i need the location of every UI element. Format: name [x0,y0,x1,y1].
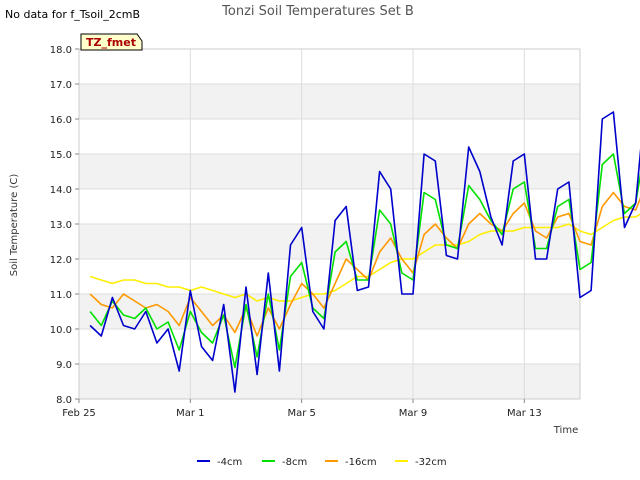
y-tick-label: 16.0 [50,115,72,126]
legend: -4cm -8cm -16cm -32cm [197,457,447,468]
y-tick-label: 17.0 [50,80,72,91]
series-line-4cmcm [89,111,640,393]
x-tick-label: Feb 25 [62,408,96,419]
series-line-8cmcm [89,153,640,369]
site-tag: TZ_fmet [80,33,143,51]
x-axis-label: Time [553,425,578,436]
grid-band [79,364,580,399]
legend-label: -32cm [415,457,447,468]
legend-label: -8cm [282,457,307,468]
grid-band [79,84,580,119]
site-tag-box [80,33,143,51]
series-line-16cmcm [89,191,640,337]
legend-item: -16cm [325,457,377,468]
y-tick-label: 14.0 [50,185,72,196]
x-tick-label: Mar 1 [176,408,204,419]
y-tick-label: 13.0 [50,220,72,231]
legend-item: -32cm [395,457,447,468]
y-tick-label: 9.0 [56,360,72,371]
y-axis-ticks: 8.0 9.0 10.0 11.0 12.0 13.0 14.0 15.0 16.0 17.0 18… [50,45,79,406]
chart-title: Tonzi Soil Temperatures Set B [221,4,414,19]
y-tick-label: 10.0 [50,325,72,336]
site-tag-label: TZ_fmet [86,36,136,49]
legend-label: -16cm [345,457,377,468]
y-tick-label: 15.0 [50,150,72,161]
y-axis-label: Soil Temperature (C) [9,174,20,277]
plot-background-bands [79,84,580,399]
grid-band [79,294,580,329]
data-series [89,111,640,393]
x-tick-label: Mar 9 [399,408,427,419]
legend-item: -4cm [197,457,242,468]
y-tick-label: 18.0 [50,45,72,56]
grid-band [79,154,580,189]
x-tick-label: Mar 13 [507,408,542,419]
x-axis-ticks: Feb 25 Mar 1 Mar 5 Mar 9 Mar 13 [62,399,542,419]
x-tick-label: Mar 5 [287,408,315,419]
legend-item: -8cm [262,457,307,468]
legend-label: -4cm [217,457,242,468]
no-data-note: No data for f_Tsoil_2cmB [5,8,140,21]
y-tick-label: 12.0 [50,255,72,266]
y-tick-label: 11.0 [50,290,72,301]
y-tick-label: 8.0 [56,395,72,406]
